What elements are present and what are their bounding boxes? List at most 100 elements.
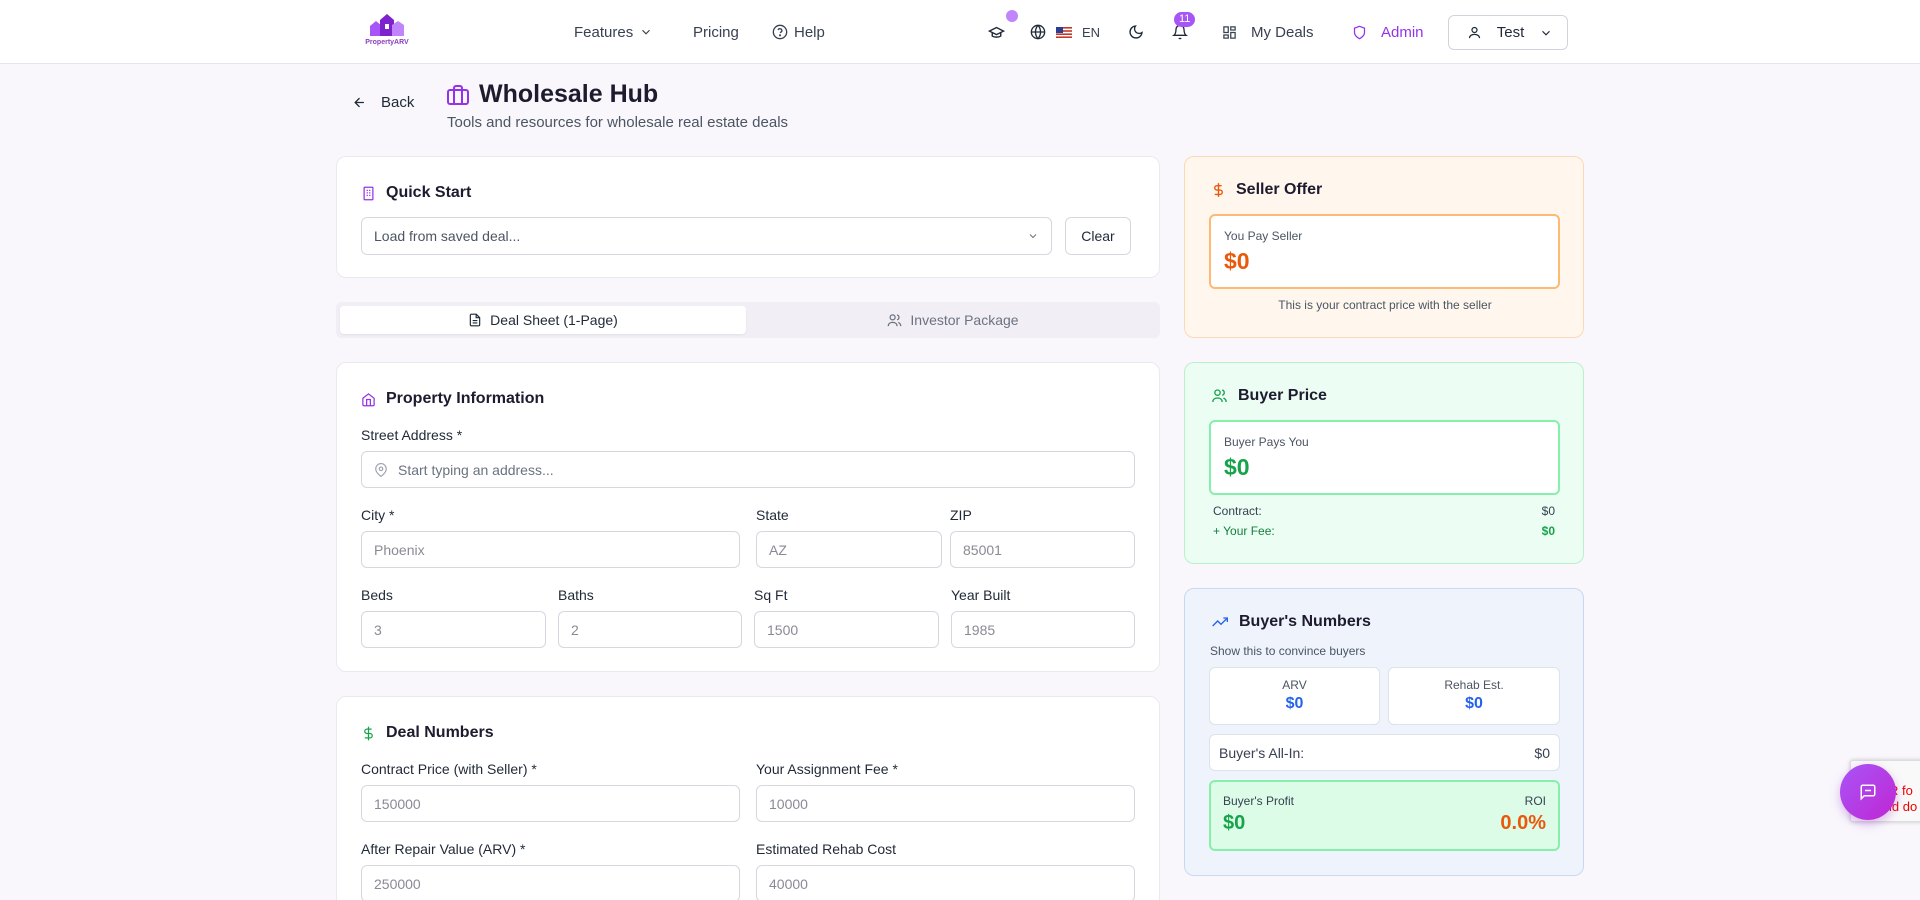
buyer-numbers-title: Buyer's Numbers <box>1211 613 1371 631</box>
buyer-profit-value: $0 <box>1223 812 1246 834</box>
rehab-metric-label: Rehab Est. <box>1444 678 1504 692</box>
recaptcha-text-2: ld do <box>1889 799 1918 814</box>
seller-offer-box: You Pay Seller $0 <box>1209 214 1560 289</box>
roi-value: 0.0% <box>1500 812 1546 834</box>
buyer-price-caption: Buyer Pays You <box>1224 435 1309 449</box>
seller-offer-note: This is your contract price with the sel… <box>1278 298 1492 312</box>
graduation-cap-icon <box>988 24 1005 41</box>
map-pin-icon <box>374 462 388 477</box>
tab-deal-sheet-label: Deal Sheet (1-Page) <box>490 312 618 328</box>
back-label: Back <box>381 94 415 111</box>
tab-investor-package[interactable]: Investor Package <box>750 306 1156 334</box>
chat-button[interactable] <box>1840 764 1896 820</box>
arv-metric-value: $0 <box>1285 695 1304 712</box>
street-label: Street Address * <box>361 427 463 443</box>
us-flag-icon <box>1056 26 1072 38</box>
learn-button[interactable] <box>988 0 1005 64</box>
nav-help-label: Help <box>794 23 825 41</box>
rehab-input[interactable]: 40000 <box>756 865 1135 900</box>
nav-pricing[interactable]: Pricing <box>693 0 739 64</box>
moon-icon <box>1128 24 1144 40</box>
nav-pricing-label: Pricing <box>693 23 739 41</box>
top-navbar: PropertyARV Features Pricing Help EN <box>0 0 1920 64</box>
quick-start-title: Quick Start <box>361 184 471 202</box>
property-info-title-text: Property Information <box>386 390 545 407</box>
clear-button[interactable]: Clear <box>1065 217 1131 255</box>
globe-icon <box>1030 24 1046 40</box>
back-button[interactable]: Back <box>352 94 414 111</box>
contract-price-label: Contract Price (with Seller) * <box>361 761 537 777</box>
street-address-input[interactable]: Start typing an address... <box>361 451 1135 488</box>
page-subtitle: Tools and resources for wholesale real e… <box>447 114 789 131</box>
user-name: Test <box>1496 24 1525 41</box>
trending-up-icon <box>1211 614 1229 630</box>
street-placeholder: Start typing an address... <box>398 461 554 478</box>
seller-offer-caption: You Pay Seller <box>1224 229 1303 243</box>
deal-numbers-card: Deal Numbers Contract Price (with Seller… <box>336 696 1160 900</box>
buyer-numbers-subtitle: Show this to convince buyers <box>1210 644 1366 658</box>
grid-icon <box>1222 25 1237 40</box>
year-built-label: Year Built <box>951 587 1011 603</box>
notifications-badge: 11 <box>1174 12 1196 27</box>
property-info-title: Property Information <box>361 390 544 408</box>
saved-deal-select[interactable]: Load from saved deal... <box>361 217 1052 255</box>
saved-deal-placeholder: Load from saved deal... <box>374 228 521 244</box>
assignment-fee-input[interactable]: 10000 <box>756 785 1135 822</box>
logo[interactable]: PropertyARV <box>362 12 412 46</box>
nav-features-label: Features <box>574 23 634 41</box>
user-menu-button[interactable]: Test <box>1448 15 1568 50</box>
tab-investor-package-label: Investor Package <box>910 312 1019 328</box>
buyer-price-value: $0 <box>1224 454 1250 480</box>
sqft-input[interactable]: 1500 <box>754 611 939 648</box>
tab-deal-sheet[interactable]: Deal Sheet (1-Page) <box>340 306 746 334</box>
city-label: City * <box>361 507 395 523</box>
fee-value: $0 <box>1541 524 1555 538</box>
buyer-price-title: Buyer Price <box>1211 387 1327 405</box>
zip-input[interactable]: 85001 <box>950 531 1135 568</box>
users-icon <box>1211 388 1228 404</box>
year-built-input[interactable]: 1985 <box>951 611 1135 648</box>
theme-toggle[interactable] <box>1128 0 1144 64</box>
baths-input[interactable]: 2 <box>558 611 742 648</box>
building-icon <box>361 186 376 201</box>
dollar-icon <box>361 726 376 741</box>
rehab-metric: Rehab Est. $0 <box>1388 667 1560 725</box>
contract-price-input[interactable]: 150000 <box>361 785 740 822</box>
chevron-down-icon <box>1027 230 1039 242</box>
assignment-fee-label: Your Assignment Fee * <box>756 761 898 777</box>
admin-link[interactable]: Admin <box>1352 0 1424 64</box>
buyer-numbers-title-text: Buyer's Numbers <box>1239 613 1371 630</box>
user-icon <box>1467 25 1482 40</box>
my-deals-link[interactable]: My Deals <box>1222 0 1314 64</box>
arv-metric: ARV $0 <box>1209 667 1380 725</box>
all-in-label: Buyer's All-In: <box>1219 745 1305 761</box>
buyer-price-box: Buyer Pays You $0 <box>1209 420 1560 495</box>
zip-label: ZIP <box>950 507 972 523</box>
beds-input[interactable]: 3 <box>361 611 546 648</box>
seller-offer-title: Seller Offer <box>1211 181 1322 199</box>
contract-label: Contract: <box>1213 504 1262 518</box>
quick-start-card: Quick Start Load from saved deal... Clea… <box>336 156 1160 278</box>
page-title: Wholesale Hub <box>446 80 658 109</box>
shield-icon <box>1352 25 1367 40</box>
tab-list: Deal Sheet (1-Page) Investor Package <box>336 302 1160 338</box>
logo-text: PropertyARV <box>365 39 409 46</box>
language-selector[interactable]: EN <box>1030 0 1100 64</box>
arv-input[interactable]: 250000 <box>361 865 740 900</box>
buyer-numbers-panel: Buyer's Numbers Show this to convince bu… <box>1184 588 1584 876</box>
contract-value: $0 <box>1541 504 1555 518</box>
nav-help[interactable]: Help <box>772 0 825 64</box>
seller-offer-value: $0 <box>1224 248 1250 274</box>
seller-offer-panel: Seller Offer You Pay Seller $0 This is y… <box>1184 156 1584 338</box>
notifications-button[interactable] <box>1172 0 1188 64</box>
sqft-label: Sq Ft <box>754 587 788 603</box>
city-input[interactable]: Phoenix <box>361 531 740 568</box>
message-icon <box>1859 783 1877 801</box>
chevron-down-icon <box>1539 26 1553 40</box>
home-icon <box>361 392 376 407</box>
fee-label: + Your Fee: <box>1213 524 1275 538</box>
logo-icon <box>370 14 404 36</box>
state-input[interactable]: AZ <box>756 531 942 568</box>
seller-offer-title-text: Seller Offer <box>1236 181 1323 198</box>
nav-features[interactable]: Features <box>574 0 653 64</box>
